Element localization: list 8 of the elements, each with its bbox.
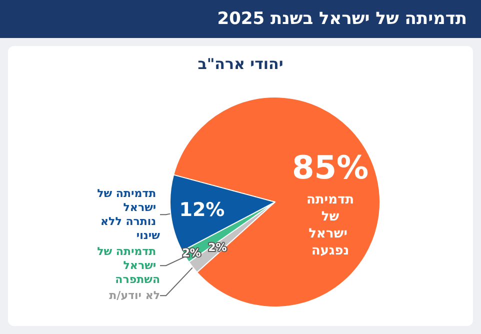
slice-label: תדמיתה של ישראל נפגעה bbox=[306, 192, 354, 258]
data-label: 12% bbox=[179, 199, 225, 222]
data-label: 85% bbox=[292, 148, 369, 186]
chart-subtitle: יהודי ארה"ב bbox=[196, 55, 284, 73]
chart-title: תדמיתה של ישראל בשנת 2025 bbox=[0, 0, 481, 38]
slice-label: לא יודע/ת bbox=[109, 289, 160, 302]
slice-label: תדמיתה של ישראל השתפרה bbox=[97, 245, 160, 286]
slice-label: תדמיתה של ישראל נותרה ללא שינוי bbox=[97, 187, 161, 242]
